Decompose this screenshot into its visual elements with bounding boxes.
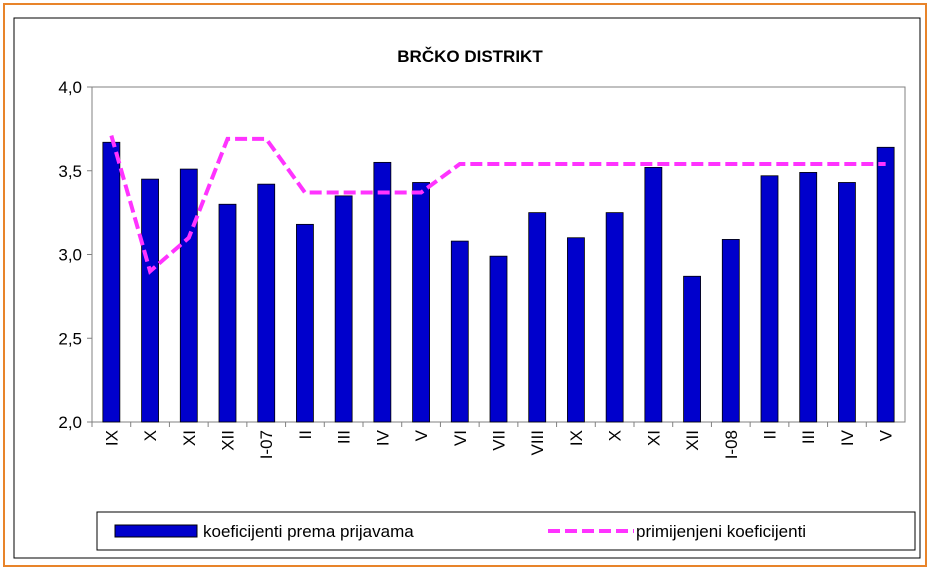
bar xyxy=(257,183,276,423)
x-tick-label: X xyxy=(606,430,625,441)
bar xyxy=(567,237,585,423)
chart-title: BRČKO DISTRIKT xyxy=(397,47,543,66)
x-tick-label: XI xyxy=(644,430,663,446)
legend-box xyxy=(96,511,916,551)
bar xyxy=(141,178,159,423)
bar xyxy=(644,166,663,423)
bar xyxy=(605,212,624,423)
legend-label: primijenjeni koeficijenti xyxy=(636,522,806,541)
bar xyxy=(373,161,392,423)
x-tick-label: X xyxy=(141,430,160,441)
line xyxy=(109,135,886,275)
chart-border xyxy=(13,17,921,559)
bar xyxy=(683,275,701,423)
bar xyxy=(721,239,740,423)
y-tick-label: 3,5 xyxy=(58,162,82,181)
x-tick-label: XII xyxy=(683,430,702,451)
y-tick-label: 4,0 xyxy=(58,78,82,97)
x-tick-label: IV xyxy=(373,429,392,446)
x-tick-label: I-07 xyxy=(257,430,276,459)
x-tick-label: II xyxy=(761,430,780,439)
x-tick-label: IV xyxy=(838,429,857,446)
y-tick-label: 2,0 xyxy=(58,413,82,432)
bar xyxy=(760,175,779,423)
x-tick-label: IX xyxy=(102,430,121,446)
x-tick-label: XII xyxy=(219,430,238,451)
x-tick-label: III xyxy=(799,430,818,444)
x-tick-label: I-08 xyxy=(722,430,741,459)
bar xyxy=(450,240,469,423)
legend-label: koeficijenti prema prijavama xyxy=(203,522,414,541)
bar xyxy=(799,172,818,423)
x-tick-label: VIII xyxy=(528,430,547,456)
x-tick-label: XI xyxy=(180,430,199,446)
y-tick-label: 3,0 xyxy=(58,246,82,265)
bar xyxy=(838,182,856,423)
x-tick-label: VII xyxy=(490,430,509,451)
x-tick-label: V xyxy=(412,429,431,441)
bar xyxy=(412,182,430,423)
x-tick-label: II xyxy=(296,430,315,439)
bar xyxy=(489,255,508,423)
bar xyxy=(528,212,547,423)
bar xyxy=(876,146,895,423)
x-tick-label: V xyxy=(877,429,896,441)
bar xyxy=(102,141,121,423)
bar xyxy=(179,168,198,423)
bar xyxy=(218,203,237,423)
legend-swatch xyxy=(114,524,198,538)
x-tick-label: III xyxy=(335,430,354,444)
bar xyxy=(296,223,314,423)
x-tick-label: VI xyxy=(451,430,470,446)
y-tick-label: 2,5 xyxy=(58,329,82,348)
bar xyxy=(334,195,353,423)
x-tick-label: IX xyxy=(567,430,586,446)
